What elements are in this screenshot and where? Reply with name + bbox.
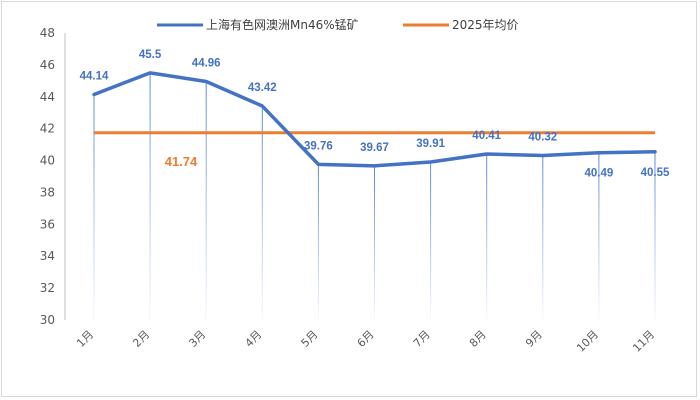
data-label: 44.96 <box>192 57 221 69</box>
data-label: 40.49 <box>585 168 614 180</box>
data-label: 40.55 <box>641 167 670 179</box>
y-tick-label: 44 <box>40 90 55 104</box>
series-line-main <box>92 71 657 168</box>
data-label: 40.32 <box>528 131 557 143</box>
series-layer <box>92 71 657 168</box>
y-tick-label: 46 <box>40 58 55 72</box>
y-tick-label: 34 <box>40 249 55 263</box>
legend-label-main: 上海有色网澳洲Mn46%锰矿 <box>206 17 359 32</box>
y-tick-label: 40 <box>40 154 55 168</box>
y-tick-label: 30 <box>40 313 55 327</box>
x-tick-label: 3月 <box>186 328 208 350</box>
x-tick-label: 6月 <box>355 328 377 350</box>
drop-line <box>486 154 488 320</box>
legend: 上海有色网澳洲Mn46%锰矿 2025年均价 <box>157 17 519 32</box>
y-tick-label: 42 <box>40 122 55 136</box>
x-tick-label: 4月 <box>243 328 265 350</box>
data-label: 39.91 <box>416 138 445 150</box>
x-tick-label: 1月 <box>74 328 96 350</box>
x-tick-label: 11月 <box>630 328 657 355</box>
drop-line <box>205 81 207 321</box>
x-tick-label: 7月 <box>411 328 433 350</box>
y-tick-label: 36 <box>40 217 55 231</box>
drop-line <box>317 164 319 320</box>
x-tick-label: 9月 <box>523 328 545 350</box>
x-tick-label: 5月 <box>299 328 321 350</box>
drop-line <box>542 155 544 320</box>
data-labels: 44.14 45.5 44.96 43.42 39.76 39.67 39.91 40.41 4… <box>80 49 670 180</box>
data-label: 43.42 <box>248 82 277 94</box>
x-tick-label: 2月 <box>130 328 152 350</box>
y-tick-label: 32 <box>40 281 55 295</box>
axis-layer: 30 32 34 36 38 40 42 44 46 48 1月 2月 3月 4月 5月 6月 7月 8月 9月 10… <box>40 26 657 355</box>
y-tick-label: 38 <box>40 185 55 199</box>
drop-line <box>654 151 656 320</box>
data-label: 39.67 <box>360 142 389 154</box>
data-label: 40.41 <box>472 130 501 142</box>
data-label: 39.76 <box>304 140 333 152</box>
legend-label-avg: 2025年均价 <box>452 18 519 32</box>
drop-lines <box>93 72 656 321</box>
data-label: 45.5 <box>139 49 162 61</box>
drop-line <box>93 94 95 320</box>
drop-line <box>261 106 263 320</box>
drop-line <box>430 161 432 320</box>
y-tick-label: 48 <box>40 26 55 40</box>
x-tick-label: 10月 <box>574 328 601 355</box>
drop-line <box>598 152 600 320</box>
average-label: 41.74 <box>165 154 198 169</box>
drop-line <box>149 72 151 320</box>
x-tick-label: 8月 <box>467 328 489 350</box>
drop-line <box>374 165 375 320</box>
data-label: 44.14 <box>80 71 109 83</box>
